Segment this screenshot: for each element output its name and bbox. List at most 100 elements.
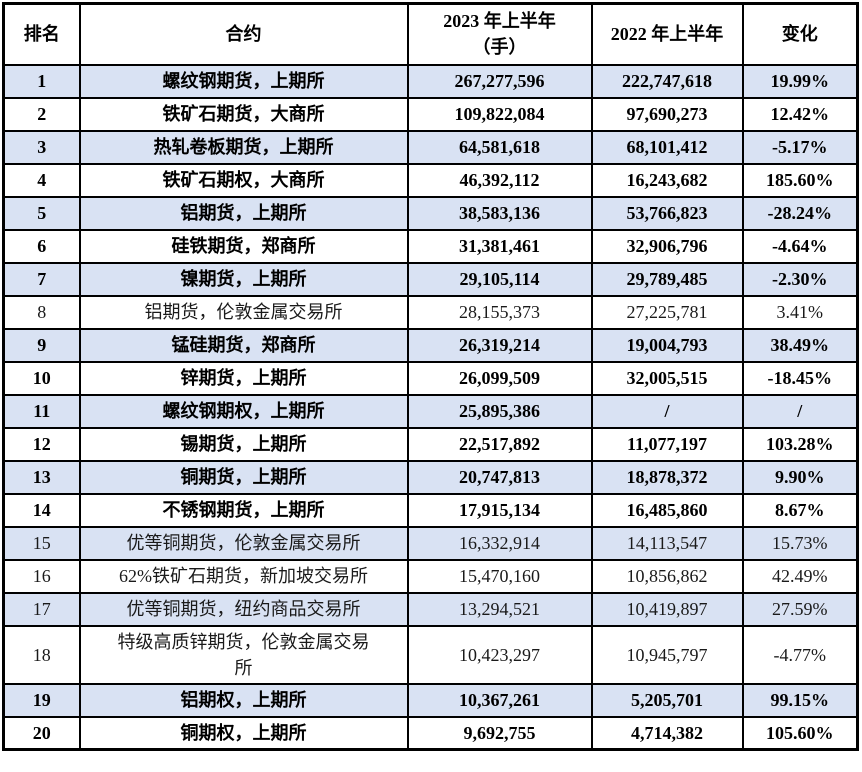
change-cell: -18.45% — [741, 360, 859, 396]
volume-2023-cell: 25,895,386 — [406, 393, 593, 429]
change-column-header: 变化 — [741, 2, 859, 66]
contract-cell: 铁矿石期货，大商所 — [78, 96, 409, 132]
table-row: 8 铝期货，伦敦金属交易所 28,155,373 27,225,781 3.41… — [2, 294, 859, 330]
contract-cell: 螺纹钢期权，上期所 — [78, 393, 409, 429]
rank-cell: 9 — [2, 327, 81, 363]
table-row: 20 铜期权，上期所 9,692,755 4,714,382 105.60% — [2, 715, 859, 751]
change-cell: / — [741, 393, 859, 429]
volume-2023-cell: 31,381,461 — [406, 228, 593, 264]
volume-2022-cell: 11,077,197 — [590, 426, 744, 462]
change-cell: 105.60% — [741, 715, 859, 751]
change-cell: 42.49% — [741, 558, 859, 594]
change-cell: 103.28% — [741, 426, 859, 462]
table-row: 7 镍期货，上期所 29,105,114 29,789,485 -2.30% — [2, 261, 859, 297]
contract-cell: 铝期货，伦敦金属交易所 — [78, 294, 409, 330]
volume-2023-cell: 16,332,914 — [406, 525, 593, 561]
rank-cell: 15 — [2, 525, 81, 561]
table-row: 3 热轧卷板期货，上期所 64,581,618 68,101,412 -5.17… — [2, 129, 859, 165]
contract-column-header: 合约 — [78, 2, 409, 66]
volume-2022-cell: 16,485,860 — [590, 492, 744, 528]
change-cell: 38.49% — [741, 327, 859, 363]
change-cell: -4.77% — [741, 624, 859, 685]
contract-cell: 优等铜期货，伦敦金属交易所 — [78, 525, 409, 561]
rank-cell: 13 — [2, 459, 81, 495]
table-row: 4 铁矿石期权，大商所 46,392,112 16,243,682 185.60… — [2, 162, 859, 198]
rank-cell: 18 — [2, 624, 81, 685]
volume-2023-cell: 22,517,892 — [406, 426, 593, 462]
volume-2022-cell: 68,101,412 — [590, 129, 744, 165]
table-row: 12 锡期货，上期所 22,517,892 11,077,197 103.28% — [2, 426, 859, 462]
volume-2023-cell: 20,747,813 — [406, 459, 593, 495]
volume-2023-cell: 26,099,509 — [406, 360, 593, 396]
contract-cell: 硅铁期货，郑商所 — [78, 228, 409, 264]
rank-column-header: 排名 — [2, 2, 81, 66]
change-cell: 19.99% — [741, 63, 859, 99]
volume-2022-cell: 27,225,781 — [590, 294, 744, 330]
volume-2023-column-header: 2023 年上半年 （手） — [406, 2, 593, 66]
volume-2023-cell: 64,581,618 — [406, 129, 593, 165]
volume-2022-cell: 29,789,485 — [590, 261, 744, 297]
contract-cell: 62%铁矿石期货，新加坡交易所 — [78, 558, 409, 594]
header-row: 排名 合约 2023 年上半年 （手） 2022 年上半年 变化 — [2, 2, 859, 66]
rank-cell: 17 — [2, 591, 81, 627]
table-row: 9 锰硅期货，郑商所 26,319,214 19,004,793 38.49% — [2, 327, 859, 363]
rank-cell: 10 — [2, 360, 81, 396]
contract-cell: 锡期货，上期所 — [78, 426, 409, 462]
volume-2022-cell: 97,690,273 — [590, 96, 744, 132]
table-row: 5 铝期货，上期所 38,583,136 53,766,823 -28.24% — [2, 195, 859, 231]
futures-ranking-table-container: 排名 合约 2023 年上半年 （手） 2022 年上半年 变化 1 螺纹钢期货… — [2, 2, 859, 752]
volume-2022-column-header: 2022 年上半年 — [590, 2, 744, 66]
futures-volume-ranking-table: 排名 合约 2023 年上半年 （手） 2022 年上半年 变化 1 螺纹钢期货… — [2, 2, 859, 752]
table-body: 1 螺纹钢期货，上期所 267,277,596 222,747,618 19.9… — [2, 63, 859, 751]
contract-cell: 铁矿石期权，大商所 — [78, 162, 409, 198]
change-cell: 27.59% — [741, 591, 859, 627]
change-cell: 9.90% — [741, 459, 859, 495]
table-row: 19 铝期权，上期所 10,367,261 5,205,701 99.15% — [2, 682, 859, 718]
table-row: 13 铜期货，上期所 20,747,813 18,878,372 9.90% — [2, 459, 859, 495]
volume-2023-cell: 38,583,136 — [406, 195, 593, 231]
rank-cell: 2 — [2, 96, 81, 132]
volume-2023-header-line1: 2023 年上半年 — [443, 11, 556, 32]
contract-cell: 铝期货，上期所 — [78, 195, 409, 231]
contract-cell: 特级高质锌期货，伦敦金属交易 所 — [78, 624, 409, 685]
rank-cell: 3 — [2, 129, 81, 165]
rank-cell: 14 — [2, 492, 81, 528]
change-cell: 8.67% — [741, 492, 859, 528]
rank-cell: 12 — [2, 426, 81, 462]
rank-cell: 19 — [2, 682, 81, 718]
volume-2022-cell: 19,004,793 — [590, 327, 744, 363]
volume-2022-cell: 10,419,897 — [590, 591, 744, 627]
table-row: 16 62%铁矿石期货，新加坡交易所 15,470,160 10,856,862… — [2, 558, 859, 594]
volume-2022-cell: 4,714,382 — [590, 715, 744, 751]
change-cell: -2.30% — [741, 261, 859, 297]
rank-cell: 8 — [2, 294, 81, 330]
table-row: 1 螺纹钢期货，上期所 267,277,596 222,747,618 19.9… — [2, 63, 859, 99]
volume-2022-cell: 14,113,547 — [590, 525, 744, 561]
rank-cell: 4 — [2, 162, 81, 198]
volume-2022-cell: 10,856,862 — [590, 558, 744, 594]
contract-cell: 不锈钢期货，上期所 — [78, 492, 409, 528]
contract-cell: 铝期权，上期所 — [78, 682, 409, 718]
rank-cell: 5 — [2, 195, 81, 231]
volume-2023-cell: 26,319,214 — [406, 327, 593, 363]
volume-2023-cell: 267,277,596 — [406, 63, 593, 99]
rank-cell: 11 — [2, 393, 81, 429]
volume-2023-cell: 46,392,112 — [406, 162, 593, 198]
volume-2022-cell: 5,205,701 — [590, 682, 744, 718]
table-row: 11 螺纹钢期权，上期所 25,895,386 / / — [2, 393, 859, 429]
volume-2022-cell: 222,747,618 — [590, 63, 744, 99]
volume-2022-cell: 32,906,796 — [590, 228, 744, 264]
volume-2023-cell: 9,692,755 — [406, 715, 593, 751]
change-cell: 12.42% — [741, 96, 859, 132]
contract-cell: 镍期货，上期所 — [78, 261, 409, 297]
change-cell: 99.15% — [741, 682, 859, 718]
table-row: 15 优等铜期货，伦敦金属交易所 16,332,914 14,113,547 1… — [2, 525, 859, 561]
change-cell: -4.64% — [741, 228, 859, 264]
contract-cell: 优等铜期货，纽约商品交易所 — [78, 591, 409, 627]
contract-cell: 锌期货，上期所 — [78, 360, 409, 396]
contract-cell: 热轧卷板期货，上期所 — [78, 129, 409, 165]
volume-2022-cell: 53,766,823 — [590, 195, 744, 231]
volume-2022-cell: 32,005,515 — [590, 360, 744, 396]
volume-2023-cell: 28,155,373 — [406, 294, 593, 330]
change-cell: -28.24% — [741, 195, 859, 231]
